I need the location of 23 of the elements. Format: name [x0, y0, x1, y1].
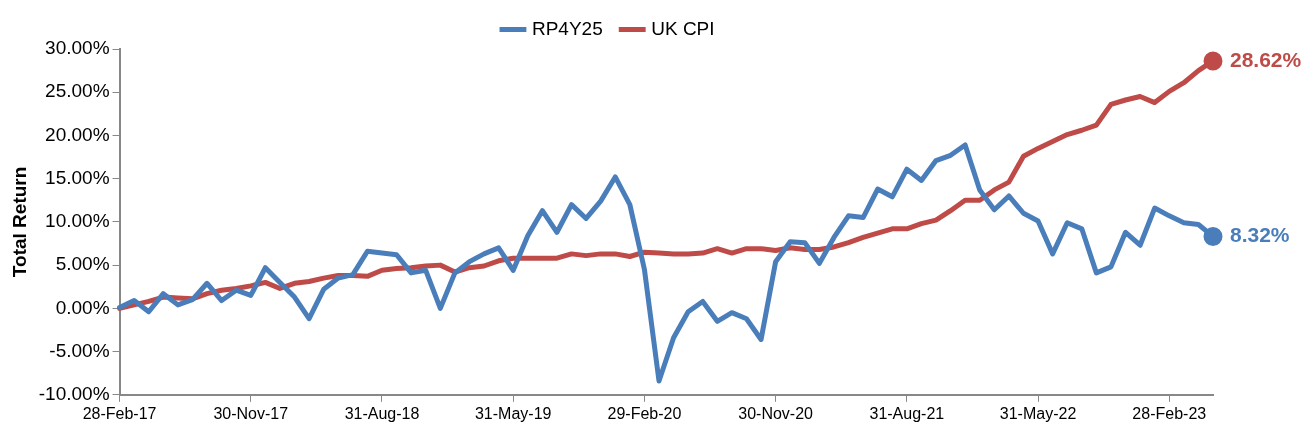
- y-tick-label: -5.00%: [49, 339, 110, 361]
- y-tick-label: 25.00%: [45, 80, 110, 102]
- y-axis-title: Total Return: [8, 166, 30, 278]
- x-tick-label: 30-Nov-20: [738, 404, 814, 422]
- y-tick-label: 10.00%: [45, 210, 110, 232]
- x-tick-label: 31-Aug-21: [869, 404, 945, 422]
- y-tick-label: 30.00%: [45, 37, 110, 59]
- y-tick-label: 20.00%: [45, 123, 110, 145]
- data-label: 28.62%: [1230, 47, 1302, 71]
- x-tick-label: 30-Nov-17: [213, 404, 289, 422]
- data-label: 8.32%: [1230, 223, 1290, 247]
- y-tick-label: -10.00%: [38, 383, 110, 405]
- y-tick-label: 15.00%: [45, 166, 110, 188]
- x-tick-label: 31-May-22: [999, 404, 1077, 422]
- x-tick-label: 31-Aug-18: [344, 404, 420, 422]
- x-tick-label: 28-Feb-17: [82, 404, 157, 422]
- legend-label: RP4Y25: [531, 17, 603, 39]
- x-tick-label: 29-Feb-20: [607, 404, 682, 422]
- x-tick-label: 28-Feb-23: [1132, 404, 1207, 422]
- y-tick-label: 5.00%: [55, 253, 110, 275]
- legend-label: UK CPI: [651, 17, 715, 39]
- x-tick-label: 31-May-19: [474, 404, 552, 422]
- y-tick-label: 0.00%: [55, 296, 110, 318]
